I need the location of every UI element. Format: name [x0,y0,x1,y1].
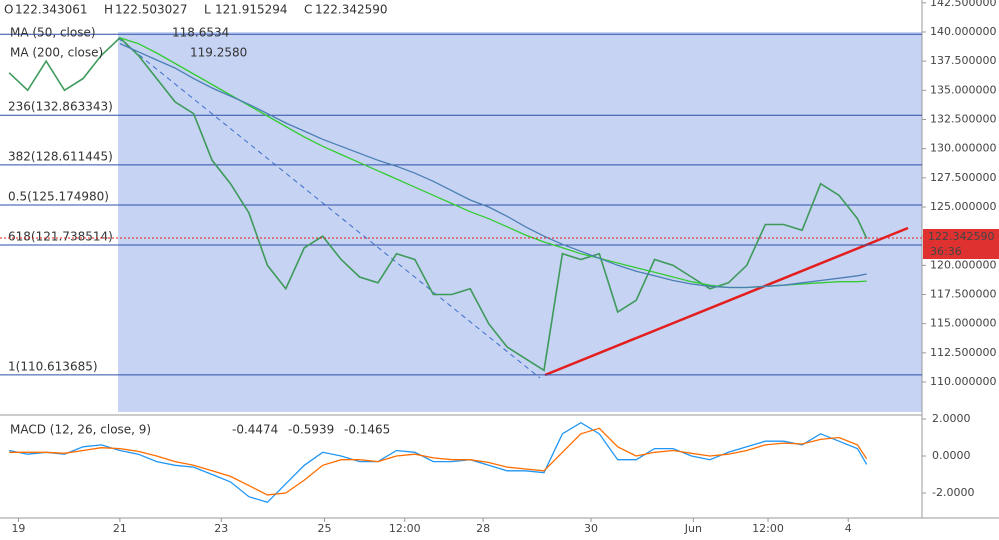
ohlc-value: 122.342590 [315,3,388,17]
y-tick-label: 137.500000 [930,54,996,67]
ohlc-key: C [304,3,312,17]
macd-tick-label: 0.0000 [932,449,971,462]
x-tick-label: 28 [476,522,490,535]
last-price-box [923,228,999,259]
macd-tick-label: -2.0000 [932,486,974,499]
y-tick-label: 115.000000 [930,317,996,330]
legend-name: MA (200, close) [10,46,103,60]
macd-line [9,421,868,504]
x-tick-label: 19 [11,522,25,535]
fib-label: 236(132.863343) [8,100,113,114]
countdown: 36:36 [930,245,962,258]
last-price-label: 122.342590 [928,230,994,243]
y-tick-label: 142.500000 [930,0,996,9]
x-tick-label: 4 [845,522,852,535]
ohlc-value: 121.915294 [215,3,288,17]
trend-line [544,226,909,377]
y-tick-label: 125.000000 [930,200,996,213]
fib-label: 382(128.611445) [8,149,113,163]
fib-label: 618(121.738514) [8,230,113,244]
y-tick-label: 117.500000 [930,288,996,301]
fib-label: 1(110.613685) [8,359,98,373]
x-tick-label: 25 [318,522,332,535]
macd-line [9,427,868,496]
trend-dashed [117,37,541,379]
y-tick-label: 112.500000 [930,346,996,359]
fib-label: 0.5(125.174980) [8,189,109,203]
ohlc-key: L [204,3,211,17]
y-tick-label: 120.000000 [930,258,996,271]
x-tick-label: 23 [214,522,228,535]
macd-readout: -0.4474 [232,423,278,437]
series-line [8,36,868,372]
macd-name: MACD (12, 26, close, 9) [10,423,151,437]
x-tick-label: Jun [684,522,702,535]
y-tick-label: 135.000000 [930,83,996,96]
y-tick-label: 127.500000 [930,171,996,184]
legend-value: 119.2580 [190,46,247,60]
ohlc-key: O [4,3,13,17]
series-line [119,43,867,289]
legend-value: 118.6534 [172,26,229,40]
x-tick-label: 21 [113,522,127,535]
x-tick-label: 12:00 [752,522,784,535]
y-tick-label: 132.500000 [930,112,996,125]
y-tick-label: 140.000000 [930,25,996,38]
y-tick-label: 110.000000 [930,375,996,388]
x-tick-label: 30 [584,522,598,535]
legend-name: MA (50, close) [10,26,96,40]
macd-readout: -0.5939 [288,423,334,437]
x-tick-label: 12:00 [389,522,421,535]
ohlc-key: H [104,3,113,17]
macd-tick-label: 2.0000 [932,412,971,425]
ohlc-value: 122.343061 [15,3,88,17]
macd-readout: -0.1465 [344,423,390,437]
ohlc-value: 122.503027 [115,3,188,17]
y-tick-label: 130.000000 [930,142,996,155]
